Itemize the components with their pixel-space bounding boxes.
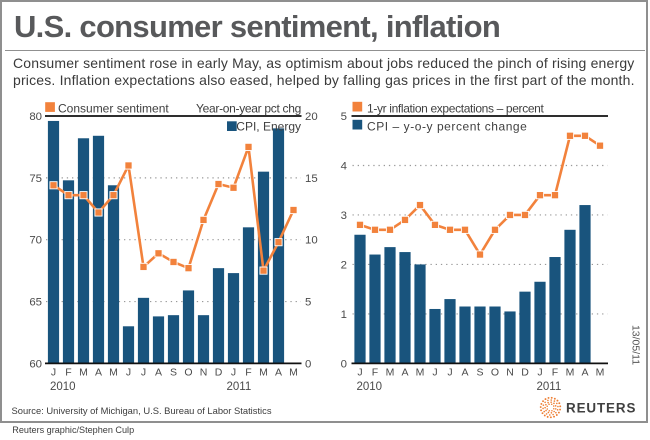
svg-text:3: 3	[341, 210, 347, 222]
svg-text:N: N	[200, 367, 208, 379]
svg-text:70: 70	[29, 235, 42, 247]
svg-text:J: J	[126, 367, 131, 379]
svg-text:A: A	[275, 367, 282, 379]
svg-text:M: M	[386, 367, 395, 379]
svg-text:J: J	[51, 367, 56, 379]
svg-text:A: A	[95, 367, 102, 379]
svg-text:S: S	[476, 367, 483, 379]
svg-text:CPI, Energy: CPI, Energy	[236, 119, 301, 133]
svg-text:CPI – y-o-y percent change: CPI – y-o-y percent change	[367, 119, 527, 133]
svg-text:A: A	[155, 367, 162, 379]
svg-text:M: M	[566, 367, 575, 379]
svg-text:A: A	[401, 367, 408, 379]
svg-text:A: A	[461, 367, 468, 379]
svg-text:M: M	[259, 367, 268, 379]
svg-text:D: D	[215, 367, 223, 379]
svg-text:0: 0	[305, 358, 311, 370]
svg-text:1-yr inflation expectations –: 1-yr inflation expectations – percent	[367, 101, 545, 115]
svg-text:15: 15	[305, 173, 318, 185]
svg-text:5: 5	[341, 111, 347, 123]
svg-text:O: O	[184, 367, 192, 379]
svg-text:J: J	[447, 367, 452, 379]
svg-text:F: F	[552, 367, 558, 379]
svg-text:J: J	[537, 367, 542, 379]
svg-text:0: 0	[341, 358, 347, 370]
svg-text:J: J	[231, 367, 236, 379]
svg-text:J: J	[432, 367, 437, 379]
svg-text:10: 10	[305, 235, 318, 247]
svg-text:20: 20	[305, 111, 318, 123]
svg-text:M: M	[416, 367, 425, 379]
svg-text:2011: 2011	[537, 381, 562, 393]
svg-text:2010: 2010	[357, 381, 383, 393]
svg-text:A: A	[581, 367, 588, 379]
svg-text:Year-on-year pct chg: Year-on-year pct chg	[196, 101, 301, 115]
svg-text:M: M	[79, 367, 88, 379]
svg-text:2010: 2010	[50, 381, 76, 393]
svg-text:4: 4	[341, 160, 347, 172]
svg-text:M: M	[289, 367, 298, 379]
svg-text:M: M	[596, 367, 605, 379]
svg-text:5: 5	[305, 297, 311, 309]
svg-text:F: F	[245, 367, 251, 379]
svg-text:Consumer sentiment: Consumer sentiment	[58, 101, 169, 115]
svg-text:S: S	[170, 367, 177, 379]
svg-text:80: 80	[29, 111, 42, 123]
svg-text:65: 65	[29, 297, 42, 309]
svg-text:REUTERS: REUTERS	[566, 401, 636, 416]
svg-text:2: 2	[341, 259, 347, 271]
svg-text:M: M	[109, 367, 118, 379]
svg-text:J: J	[141, 367, 146, 379]
svg-text:O: O	[491, 367, 499, 379]
svg-text:D: D	[521, 367, 529, 379]
svg-text:2011: 2011	[227, 381, 252, 393]
svg-text:60: 60	[29, 358, 42, 370]
svg-text:F: F	[65, 367, 71, 379]
svg-text:N: N	[506, 367, 514, 379]
svg-text:F: F	[372, 367, 378, 379]
svg-text:13/05/11: 13/05/11	[630, 325, 642, 365]
svg-text:J: J	[357, 367, 362, 379]
svg-text:1: 1	[341, 309, 347, 321]
svg-text:75: 75	[29, 173, 42, 185]
